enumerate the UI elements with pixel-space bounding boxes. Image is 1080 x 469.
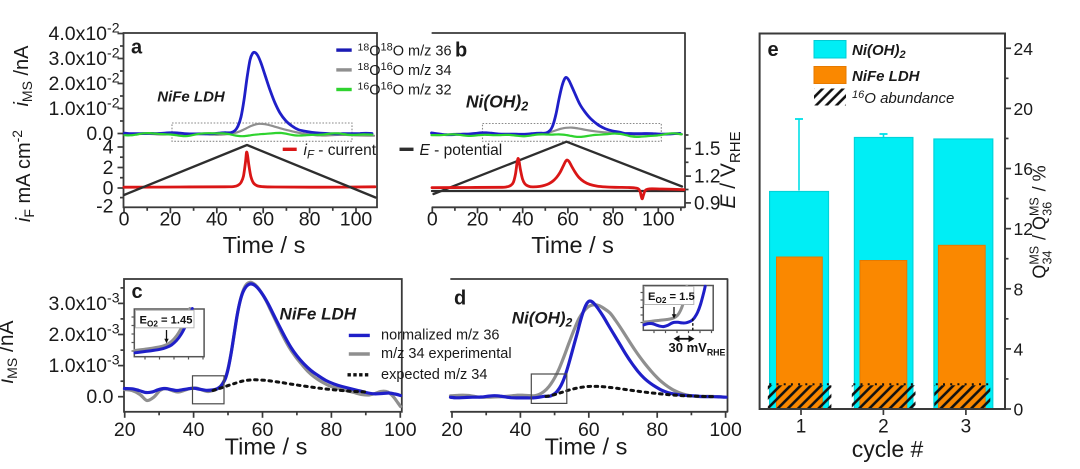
svg-text:expected m/z 34: expected m/z 34 (381, 367, 487, 383)
svg-text:18O16O m/z 34: 18O16O m/z 34 (358, 61, 452, 79)
svg-text:8: 8 (1014, 279, 1024, 299)
svg-text:1.2: 1.2 (694, 167, 720, 188)
svg-text:Time / s: Time / s (223, 232, 306, 258)
svg-text:0.0: 0.0 (86, 386, 113, 408)
svg-text:E / VRHE: E / VRHE (717, 131, 744, 208)
svg-text:EO2 = 1.5: EO2 = 1.5 (648, 291, 695, 305)
svg-text:NiFe LDH: NiFe LDH (852, 68, 921, 85)
svg-text:b: b (455, 40, 467, 62)
svg-text:Time / s: Time / s (545, 434, 628, 460)
svg-text:Ni(OH)2: Ni(OH)2 (466, 92, 528, 114)
svg-text:40: 40 (206, 209, 228, 231)
svg-text:100: 100 (384, 419, 417, 441)
svg-text:3: 3 (961, 417, 972, 438)
svg-text:4: 4 (103, 137, 114, 159)
svg-text:iF - current: iF - current (304, 142, 377, 162)
svg-text:12: 12 (1014, 219, 1033, 239)
svg-text:0.9: 0.9 (694, 193, 720, 214)
svg-text:60: 60 (578, 419, 600, 441)
svg-text:60: 60 (557, 209, 579, 231)
svg-text:20: 20 (114, 419, 136, 441)
svg-text:d: d (454, 288, 466, 310)
svg-text:iMS /nA: iMS /nA (0, 320, 20, 383)
svg-text:3.0x10-2: 3.0x10-2 (48, 45, 119, 71)
svg-text:24: 24 (1014, 39, 1034, 59)
svg-text:Ni(OH)2: Ni(OH)2 (852, 42, 906, 61)
svg-text:NiFe LDH: NiFe LDH (157, 89, 226, 106)
svg-text:-2: -2 (96, 196, 113, 218)
svg-text:2: 2 (878, 417, 889, 438)
svg-text:1.5: 1.5 (694, 139, 720, 160)
svg-text:16: 16 (1014, 159, 1033, 179)
svg-text:40: 40 (510, 419, 532, 441)
svg-text:80: 80 (321, 419, 343, 441)
svg-text:16O abundance: 16O abundance (852, 89, 954, 107)
svg-text:Time / s: Time / s (225, 434, 308, 460)
svg-text:40: 40 (183, 419, 205, 441)
svg-text:20: 20 (441, 419, 463, 441)
svg-text:normalized m/z 36: normalized m/z 36 (381, 328, 499, 344)
svg-text:1: 1 (796, 417, 807, 438)
svg-text:Time / s: Time / s (531, 232, 614, 258)
svg-text:m/z 34 experimental: m/z 34 experimental (381, 346, 512, 362)
svg-text:cycle #: cycle # (852, 436, 924, 462)
svg-text:60: 60 (252, 419, 274, 441)
svg-text:40: 40 (512, 209, 534, 231)
svg-text:20: 20 (160, 209, 182, 231)
svg-text:100: 100 (642, 209, 675, 231)
svg-text:18O18O m/z 36: 18O18O m/z 36 (358, 41, 452, 59)
svg-text:60: 60 (252, 209, 274, 231)
svg-text:iMS /nA: iMS /nA (11, 45, 35, 107)
svg-text:iF mA cm-2: iF mA cm-2 (9, 130, 37, 222)
svg-text:80: 80 (646, 419, 668, 441)
svg-text:4: 4 (1014, 339, 1024, 359)
svg-text:QMS34 / QMS36 / %: QMS34 / QMS36 / % (1028, 165, 1055, 278)
svg-text:0: 0 (103, 178, 114, 200)
svg-text:c: c (132, 281, 143, 303)
svg-text:2: 2 (103, 157, 114, 179)
svg-text:100: 100 (709, 419, 742, 441)
svg-text:20: 20 (467, 209, 489, 231)
svg-text:0: 0 (119, 209, 130, 231)
svg-text:E - potential: E - potential (420, 142, 503, 159)
svg-text:0: 0 (1014, 400, 1024, 420)
svg-text:0.0: 0.0 (86, 123, 113, 145)
svg-text:Ni(OH)2: Ni(OH)2 (512, 309, 573, 330)
svg-text:100: 100 (340, 209, 373, 231)
svg-text:80: 80 (602, 209, 624, 231)
svg-text:NiFe LDH: NiFe LDH (280, 305, 357, 324)
svg-text:80: 80 (299, 209, 321, 231)
svg-text:16O16O m/z 32: 16O16O m/z 32 (358, 81, 452, 99)
svg-text:20: 20 (1014, 99, 1034, 119)
svg-text:0: 0 (427, 209, 438, 231)
svg-text:a: a (131, 37, 143, 59)
svg-text:e: e (768, 39, 779, 61)
